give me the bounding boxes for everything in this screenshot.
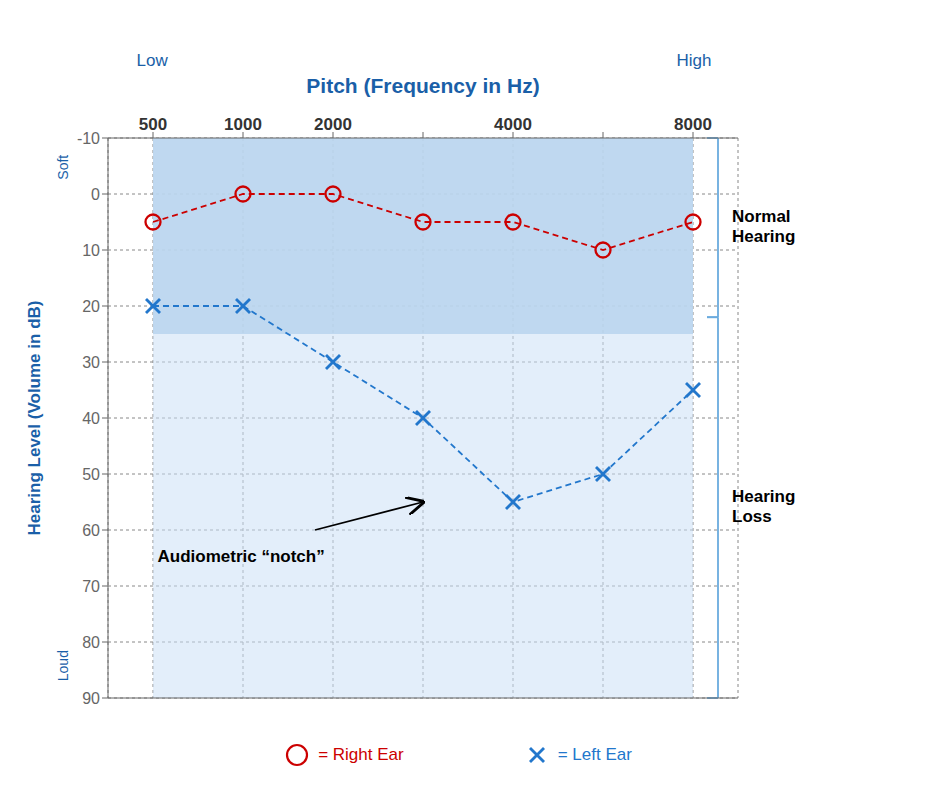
svg-text:500: 500	[139, 115, 167, 134]
svg-text:Hearing Level (Volume in dB): Hearing Level (Volume in dB)	[25, 301, 44, 536]
svg-text:80: 80	[82, 634, 100, 651]
svg-text:60: 60	[82, 522, 100, 539]
svg-text:70: 70	[82, 578, 100, 595]
html-text:= Left Ear: = Left Ear	[557, 745, 632, 764]
svg-text:8000: 8000	[674, 115, 712, 134]
svg-text:Loud: Loud	[55, 650, 71, 681]
svg-text:30: 30	[82, 354, 100, 371]
svg-text:Low: Low	[137, 51, 169, 70]
svg-text:4000: 4000	[494, 115, 532, 134]
svg-text:HearingLoss: HearingLoss	[732, 487, 795, 526]
svg-text:50: 50	[82, 466, 100, 483]
svg-text:NormalHearing: NormalHearing	[732, 207, 795, 246]
svg-text:Audiometric “notch”: Audiometric “notch”	[158, 547, 325, 566]
svg-text:10: 10	[82, 242, 100, 259]
svg-text:90: 90	[82, 690, 100, 707]
svg-text:40: 40	[82, 410, 100, 427]
svg-text:1000: 1000	[224, 115, 262, 134]
svg-text:0: 0	[91, 186, 100, 203]
svg-text:High: High	[676, 51, 711, 70]
svg-text:20: 20	[82, 298, 100, 315]
svg-text:Soft: Soft	[55, 155, 71, 180]
svg-text:-10: -10	[77, 130, 100, 147]
html-text:= Right Ear: = Right Ear	[318, 745, 404, 764]
svg-text:Pitch (Frequency in Hz): Pitch (Frequency in Hz)	[306, 74, 539, 97]
svg-text:2000: 2000	[314, 115, 352, 134]
